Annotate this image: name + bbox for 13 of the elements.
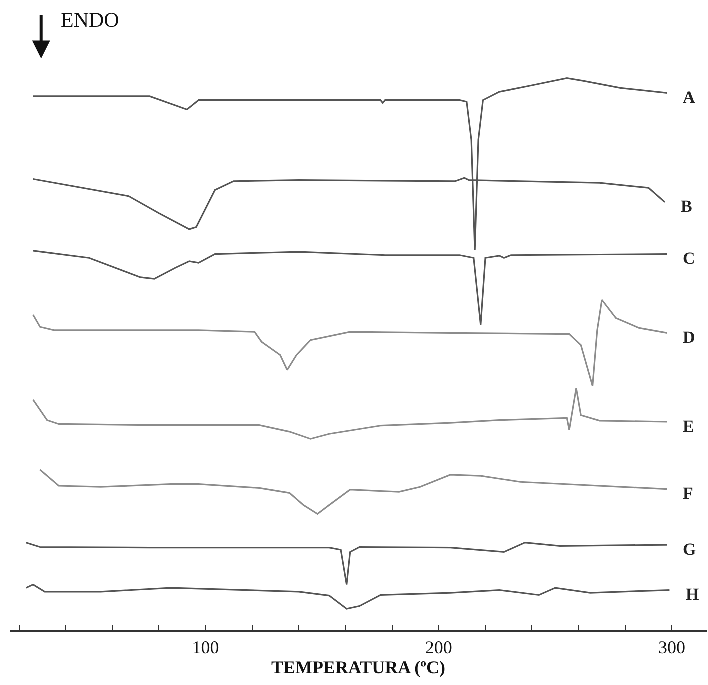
series-label: A: [683, 88, 696, 107]
x-tick-label: 300: [658, 638, 686, 658]
x-tick-label: 200: [425, 638, 452, 658]
text: ENDO: [61, 8, 120, 32]
series-label: B: [681, 197, 692, 216]
series-label: E: [683, 417, 694, 436]
x-axis-title: TEMPERATURA (ºC): [271, 658, 446, 678]
series-label: F: [683, 484, 694, 503]
series-label: G: [683, 540, 696, 559]
series-label: C: [683, 249, 696, 268]
series-label: H: [686, 585, 700, 604]
x-tick-label: 100: [192, 638, 220, 658]
series-label: D: [683, 328, 696, 347]
